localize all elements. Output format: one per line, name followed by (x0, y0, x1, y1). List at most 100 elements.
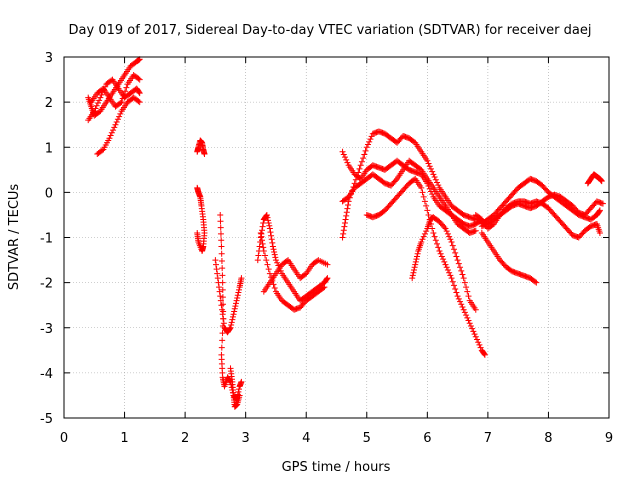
data-point (411, 266, 418, 273)
data-point (270, 281, 277, 288)
data-point (475, 339, 482, 346)
data-point (431, 233, 438, 240)
data-point (361, 151, 368, 158)
data-point (136, 89, 143, 96)
data-point (219, 294, 226, 301)
y-tick-label: -2 (40, 277, 53, 292)
data-point (339, 148, 346, 155)
series-track-j (254, 211, 331, 304)
data-point (265, 217, 272, 224)
data-point (457, 298, 464, 305)
x-tick-label: 7 (484, 431, 492, 446)
data-point (533, 279, 540, 286)
data-point (136, 99, 143, 106)
data-point (271, 285, 278, 292)
data-point (455, 260, 462, 267)
data-point (430, 229, 437, 236)
data-point (217, 211, 224, 218)
data-point (271, 251, 278, 258)
data-point (452, 249, 459, 256)
data-point (228, 322, 235, 329)
data-point (344, 159, 351, 166)
data-point (262, 252, 269, 259)
data-point (341, 223, 348, 230)
data-point (436, 248, 443, 255)
data-point (420, 193, 427, 200)
data-point (414, 253, 421, 260)
series-track-g (212, 257, 245, 336)
data-point (432, 237, 439, 244)
data-point (194, 229, 201, 236)
data-point (442, 225, 449, 232)
data-point (450, 282, 457, 289)
x-tick-label: 2 (181, 431, 189, 446)
data-point (324, 261, 331, 268)
y-tick-label: 3 (45, 51, 53, 66)
data-point (216, 288, 223, 295)
data-point (431, 174, 438, 181)
y-tick-label: -1 (40, 232, 53, 247)
data-point (473, 336, 480, 343)
data-point (91, 108, 98, 115)
data-point (92, 105, 99, 112)
series-track-c (94, 94, 143, 158)
data-point (362, 147, 369, 154)
data-point (412, 258, 419, 265)
data-point (116, 113, 123, 120)
data-point (466, 320, 473, 327)
data-point (596, 207, 603, 214)
data-point (236, 386, 243, 393)
data-point (218, 243, 225, 250)
data-point (464, 314, 471, 321)
data-point (432, 176, 439, 183)
data-point (218, 237, 225, 244)
data-point (409, 275, 416, 282)
data-point (264, 214, 271, 221)
y-tick-label: 2 (45, 96, 53, 111)
y-tick-label: -3 (40, 322, 53, 337)
x-tick-label: 0 (60, 431, 68, 446)
data-point (260, 248, 267, 255)
data-point (448, 275, 455, 282)
data-point (459, 303, 466, 310)
data-point (266, 222, 273, 229)
data-point (259, 227, 266, 234)
data-point (476, 341, 483, 348)
data-point (449, 242, 456, 249)
series-track-u (472, 191, 606, 232)
series-track-f (194, 184, 208, 255)
data-point (229, 316, 236, 323)
data-point (434, 179, 441, 186)
data-point (220, 320, 227, 327)
data-point (429, 191, 436, 198)
chart-title: Day 019 of 2017, Sidereal Day-to-day VTE… (69, 23, 592, 38)
series-track-l (257, 229, 328, 313)
data-point (260, 220, 267, 227)
data-point (259, 237, 266, 244)
data-point (363, 144, 370, 151)
data-point (368, 133, 375, 140)
data-point (465, 317, 472, 324)
data-point (345, 202, 352, 209)
data-point (258, 233, 265, 240)
data-point (446, 233, 453, 240)
data-point (212, 261, 219, 268)
data-point (117, 110, 124, 117)
series-track-k (260, 257, 331, 295)
tick-labels: 0 1 2 3 4 5 6 7 8 9 -5 -4 -3 -2 -1 0 1 2 3 (40, 51, 613, 446)
data-point (94, 100, 101, 107)
data-point (265, 220, 272, 227)
data-point (427, 165, 434, 172)
data-point (421, 230, 428, 237)
data-point (235, 388, 242, 395)
data-point (446, 269, 453, 276)
data-point (437, 250, 444, 257)
data-point (268, 236, 275, 243)
data-point (234, 292, 241, 299)
data-point (472, 306, 479, 313)
data-point (214, 275, 221, 282)
data-point (220, 315, 227, 322)
data-point (453, 289, 460, 296)
series-track-b (85, 76, 143, 124)
